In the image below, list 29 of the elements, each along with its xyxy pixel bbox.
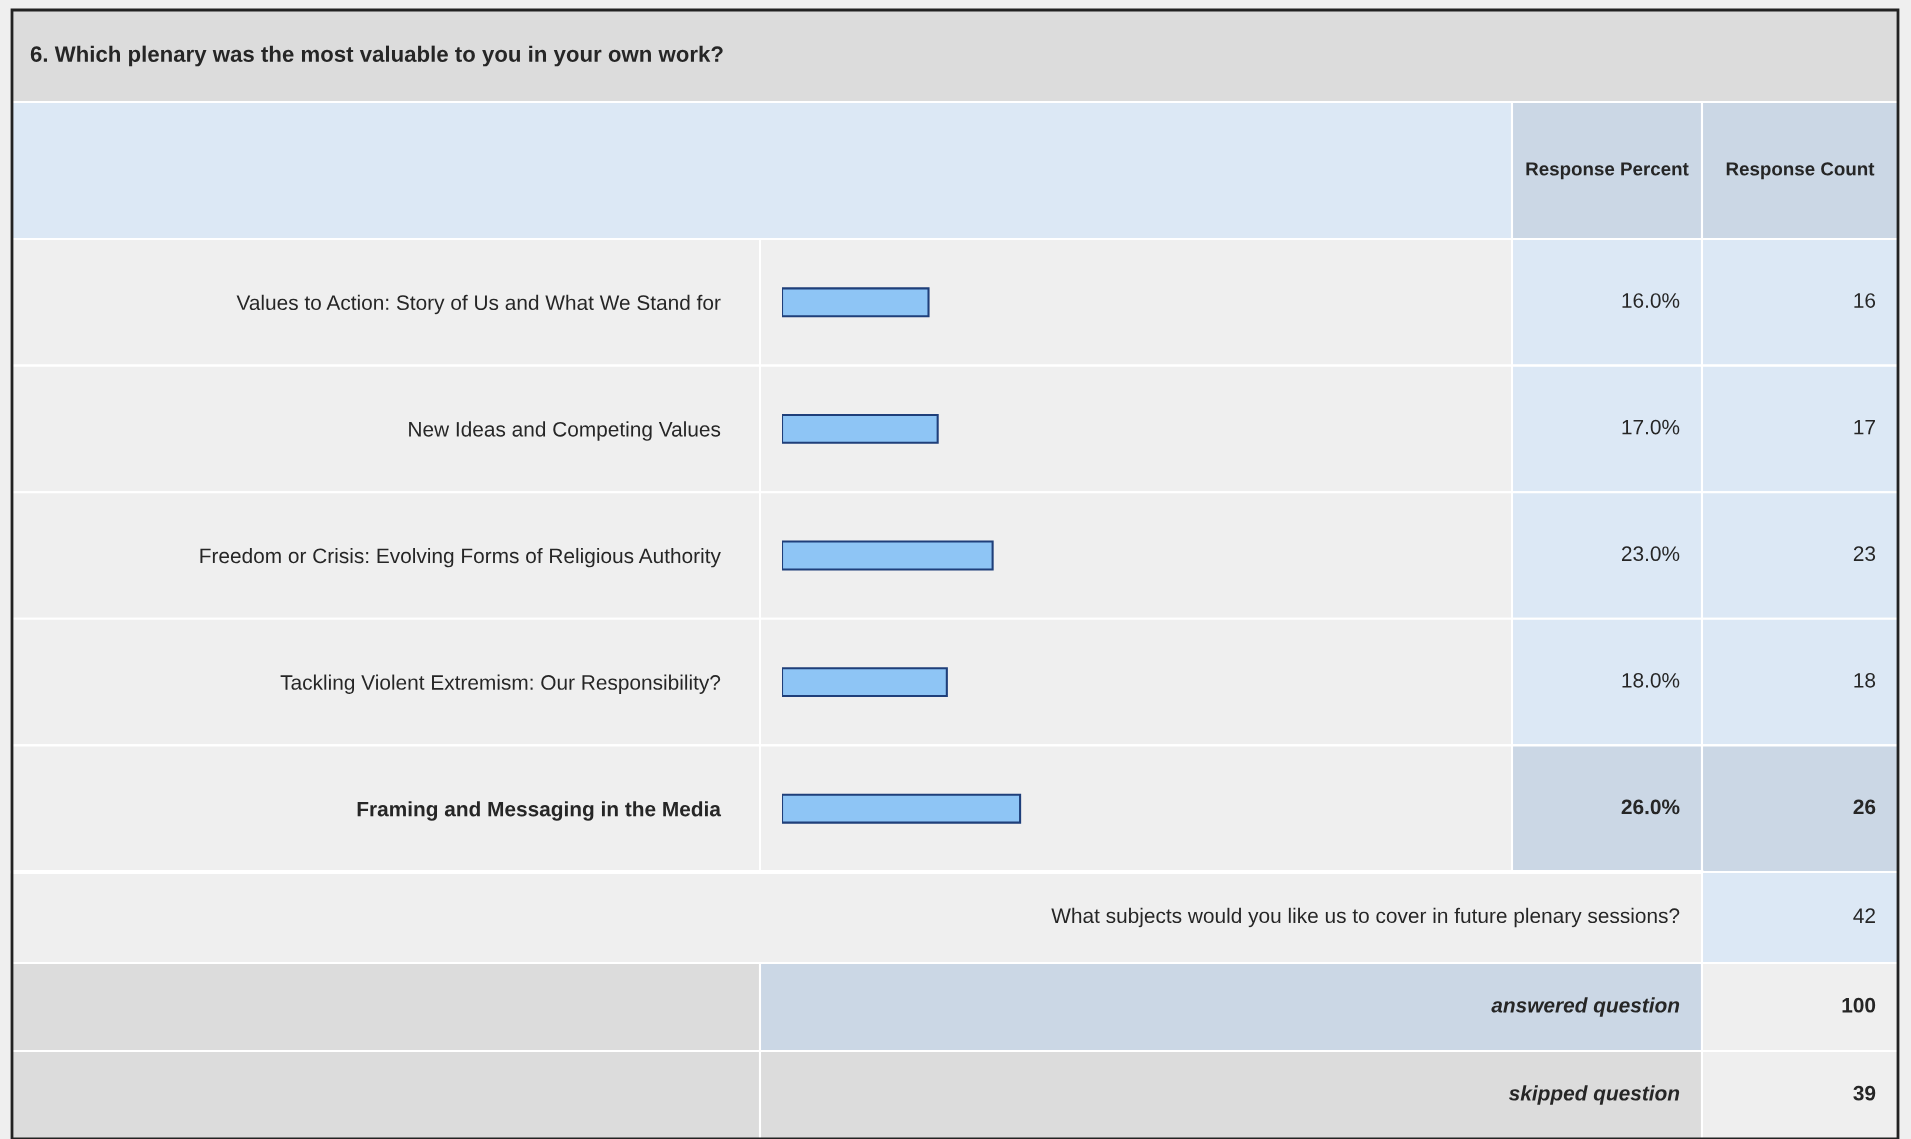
y-tick-label: New Ideas and Competing Values — [409, 421, 721, 441]
text: answered question — [1491, 997, 1680, 1017]
text: 17 — [1854, 419, 1875, 435]
text: Response Percent — [1526, 162, 1689, 180]
text: 100 — [1842, 997, 1876, 1013]
text: 16 — [1854, 293, 1876, 308]
bar — [782, 793, 1022, 824]
y-tick-label: Values to Action: Story of Us and What We Stand for — [236, 294, 721, 315]
y-tick-label: Framing and Messaging in the Media — [357, 801, 722, 821]
y-tick-label: Tackling Violent Extremism: Our Responsibility? — [280, 674, 721, 694]
text: 26 — [1853, 799, 1876, 815]
data-label: 18.0% — [1622, 672, 1680, 688]
text: What subjects would you like us to cover in future plenary sessions? — [1051, 907, 1680, 928]
data-label: 26.0% — [1621, 799, 1680, 815]
text: 6. Which plenary was the most valuable to you in your own work? — [30, 45, 723, 67]
text: 42 — [1853, 908, 1875, 923]
y-tick-label: Freedom or Crisis: Evolving Forms of Religious Authority — [200, 547, 721, 568]
bar — [782, 540, 994, 571]
text: 39 — [1853, 1085, 1876, 1101]
bar — [782, 667, 948, 698]
text: Response Count — [1726, 162, 1875, 180]
bar — [782, 413, 939, 444]
text: 18 — [1854, 672, 1876, 688]
data-label: 23.0% — [1621, 546, 1680, 562]
text: 23 — [1853, 546, 1876, 562]
data-label: 17.0% — [1622, 419, 1680, 435]
bar — [782, 287, 930, 318]
text: skipped question — [1508, 1085, 1680, 1105]
data-label: 16.0% — [1622, 293, 1680, 308]
